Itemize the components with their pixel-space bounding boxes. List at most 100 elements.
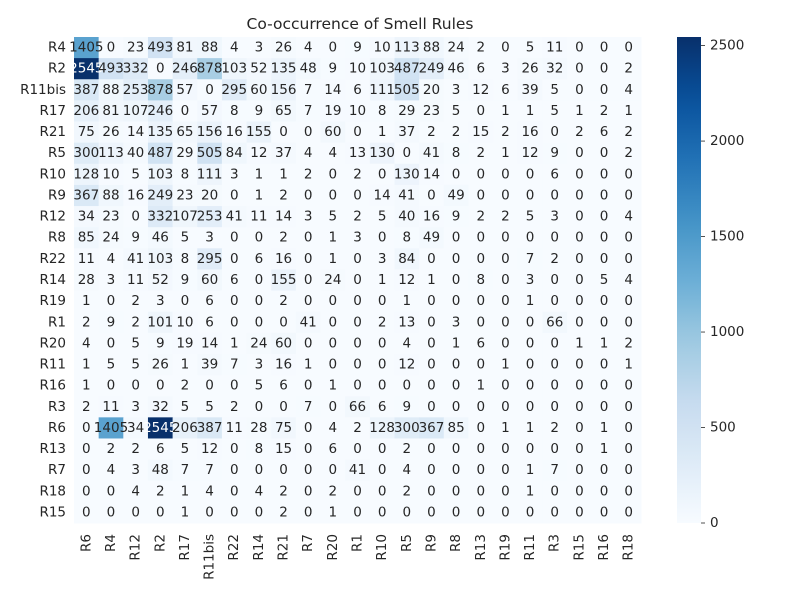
cell-label-R5-R2: 487 (147, 145, 173, 161)
cell-label-R17-R3: 5 (550, 103, 559, 119)
cell-R11-R21 (271, 353, 297, 376)
heatmap-cell-labels: 1405 0 23 493 81 88 4 3 26 4 0 9 10 113 88 24 2 0 5 11 0 0 025… (69, 40, 633, 521)
cell-label-R19-R7: 0 (304, 293, 313, 309)
cell-label-R14-R19: 0 (501, 272, 510, 288)
cell-R4-R18 (616, 37, 642, 59)
cell-R9-R2 (147, 184, 174, 207)
cell-R7-R5 (394, 459, 420, 482)
cell-R8-R6 (74, 227, 100, 249)
x-tick-label-R8: R8 (448, 534, 464, 552)
cell-R1-R4 (98, 311, 124, 334)
cell-R11bis-R16 (591, 79, 617, 101)
cell-R10-R7 (295, 163, 322, 186)
cell-R7-R6 (74, 459, 100, 482)
cell-R12-R22 (221, 206, 248, 228)
cell-label-R3-R2: 32 (152, 399, 169, 415)
cell-R19-R17 (172, 290, 198, 313)
cell-R18-R7 (295, 480, 322, 503)
cell-R9-R11 (517, 184, 543, 207)
cell-R17-R14 (246, 100, 272, 123)
cell-R19-R9 (419, 290, 445, 313)
cell-label-R8-R15: 0 (575, 230, 584, 246)
cell-label-R20-R2: 9 (156, 335, 165, 351)
cell-R16-R8 (443, 375, 469, 397)
cell-label-R17-R19: 1 (501, 103, 510, 119)
cell-R2-R7 (295, 58, 322, 80)
cell-R6-R2 (147, 417, 174, 439)
cell-R2-R18 (616, 58, 642, 80)
cell-label-R3-R1: 66 (349, 399, 366, 415)
cell-label-R16-R3: 0 (550, 378, 559, 394)
cell-R11bis-R8 (443, 79, 469, 101)
cell-R2-R6 (74, 58, 100, 80)
cell-label-R9-R3: 0 (550, 187, 559, 203)
cell-label-R9-R15: 0 (575, 187, 584, 203)
cell-label-R8-R19: 0 (501, 230, 510, 246)
cell-R18-R5 (394, 480, 420, 503)
cell-label-R12-R4: 23 (102, 209, 119, 225)
cell-label-R20-R8: 1 (452, 335, 461, 351)
y-axis: R4 R2 R11bis R17 R21 R5 R10 R9 R12 R8 R22 R14 R19 R1 R… (20, 40, 66, 521)
cell-label-R13-R14: 8 (255, 441, 264, 457)
cell-label-R11bis-R2: 878 (147, 82, 173, 98)
cell-R17-R15 (567, 100, 593, 123)
cell-R3-R12 (123, 396, 149, 418)
cell-R15-R14 (246, 501, 272, 524)
cell-R11-R13 (468, 353, 494, 376)
cell-R14-R3 (542, 269, 568, 292)
cell-label-R14-R11: 3 (526, 272, 535, 288)
cell-label-R9-R16: 0 (600, 187, 609, 203)
cell-R9-R6 (74, 184, 100, 207)
cell-R14-R7 (295, 269, 322, 292)
x-tick-label-R11bis: R11bis (202, 534, 218, 580)
cell-R18-R12 (123, 480, 149, 503)
cell-R9-R18 (616, 184, 642, 207)
cell-R11-R2 (147, 353, 174, 376)
cell-R5-R6 (74, 142, 100, 165)
cell-R11bis-R11bis (197, 79, 223, 101)
cell-R17-R16 (591, 100, 617, 123)
cell-R20-R11 (517, 332, 543, 355)
cell-R18-R17 (172, 480, 198, 503)
y-tick-label-R14: R14 (39, 272, 66, 288)
cell-label-R2-R6: 2545 (69, 61, 103, 77)
cell-label-R20-R21: 60 (275, 335, 292, 351)
cell-label-R3-R18: 0 (624, 399, 633, 415)
cell-label-R22-R22: 0 (230, 251, 239, 267)
cell-label-R1-R8: 3 (452, 314, 461, 330)
cell-R7-R2 (147, 459, 174, 482)
cell-R6-R21 (271, 417, 297, 439)
cell-R10-R9 (419, 163, 445, 186)
cell-label-R16-R6: 1 (82, 378, 91, 394)
cell-label-R8-R11: 0 (526, 230, 535, 246)
cell-R19-R10 (369, 290, 395, 313)
cell-R14-R12 (123, 269, 149, 292)
cell-label-R17-R18: 1 (624, 103, 633, 119)
cell-R5-R15 (567, 142, 593, 165)
cell-label-R16-R15: 0 (575, 378, 584, 394)
cell-R2-R4 (98, 58, 124, 80)
cell-R11bis-R3 (542, 79, 568, 101)
cell-R18-R11bis (197, 480, 223, 503)
cell-R18-R9 (419, 480, 445, 503)
cell-label-R18-R20: 2 (329, 483, 338, 499)
cell-label-R14-R11bis: 60 (201, 272, 218, 288)
cell-label-R1-R14: 0 (255, 314, 264, 330)
cell-R11bis-R18 (616, 79, 642, 101)
cell-R12-R4 (98, 206, 124, 228)
cell-label-R7-R19: 0 (501, 462, 510, 478)
cell-R14-R10 (369, 269, 395, 292)
cell-R18-R20 (320, 480, 346, 503)
cell-label-R4-R17: 81 (176, 40, 193, 56)
cell-label-R11-R14: 3 (255, 357, 264, 373)
cell-R3-R10 (369, 396, 395, 418)
cell-label-R2-R11: 26 (521, 61, 538, 77)
cell-label-R5-R18: 2 (624, 145, 633, 161)
cell-label-R9-R4: 88 (102, 187, 119, 203)
cell-label-R22-R19: 0 (501, 251, 510, 267)
cell-R10-R2 (147, 163, 174, 186)
cell-R16-R12 (123, 375, 149, 397)
cell-label-R12-R13: 2 (476, 209, 485, 225)
cell-R3-R5 (394, 396, 420, 418)
cell-label-R11-R5: 12 (398, 357, 415, 373)
